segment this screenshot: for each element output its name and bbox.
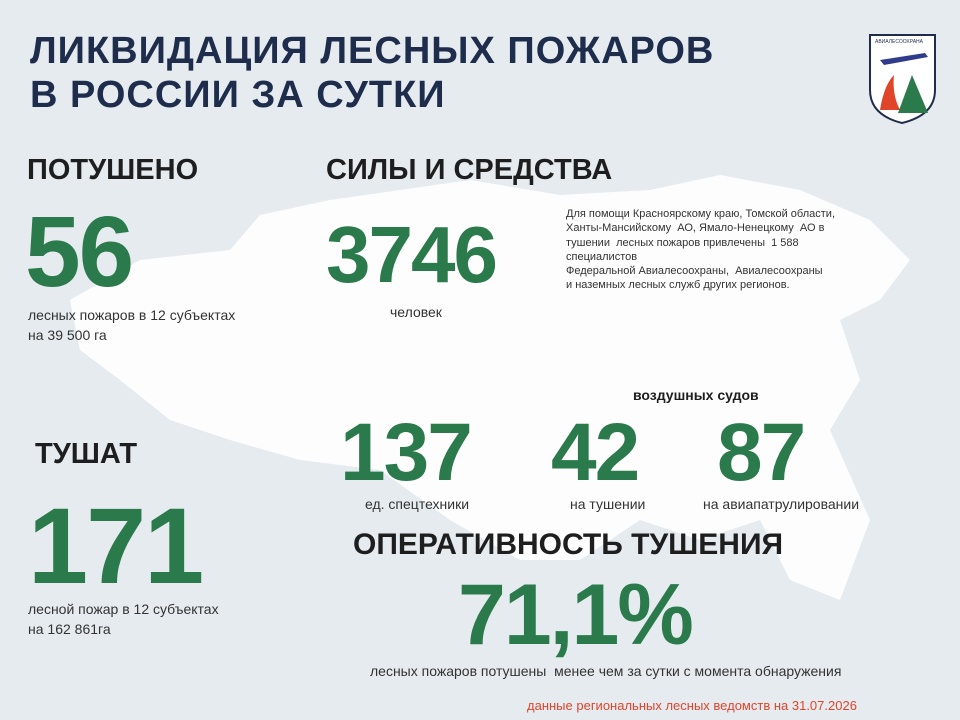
note: Для помощи Красноярскому краю, Томской о… [566,207,835,293]
big-number: 42 [551,407,640,498]
title-line: В РОССИИ ЗА СУТКИ [30,74,446,116]
note-line: Для помощи Красноярскому краю, Томской о… [566,208,835,220]
note-line: специалистов [566,250,638,263]
note-line: тушении лесных пожаров привлечены 1 588 [566,236,799,249]
caption: лесных пожаров потушены менее чем за сут… [370,663,842,679]
caption: лесной пожар в 12 субъектах [28,601,219,617]
heading: ОПЕРАТИВНОСТЬ ТУШЕНИЯ [353,528,784,561]
big-number: 87 [717,407,806,498]
big-number: 3746 [326,210,498,299]
caption: на авиапатрулировании [703,496,860,512]
heading: ТУШАТ [35,438,138,470]
caption: лесных пожаров в 12 субъектах [28,307,236,323]
note-line: Ханты-Мансийскому АО, Ямало-Ненецкому АО… [566,222,825,235]
big-number: 137 [340,407,473,498]
caption: ед. спецтехники [365,496,470,512]
big-number: 171 [28,485,204,606]
caption: на тушении [570,496,646,512]
title-line: ЛИКВИДАЦИЯ ЛЕСНЫХ ПОЖАРОВ [30,30,715,72]
heading: ПОТУШЕНО [27,154,199,186]
caption: на 39 500 га [28,327,107,343]
heading: СИЛЫ И СРЕДСТВА [326,154,613,186]
footer: данные региональных лесных ведомств на 3… [527,698,857,713]
caption: человек [390,304,442,320]
note-line: и наземных лесных служб других регионов. [566,279,790,292]
caption: на 162 861га [28,621,111,637]
logo-text: АВИАЛЕСООХРАНА [875,39,923,45]
label: воздушных судов [633,387,759,403]
note-line: Федеральной Авиалесоохраны, Авиалесоохра… [566,265,823,278]
big-number: 56 [25,196,134,308]
big-number: 71,1% [458,567,694,663]
